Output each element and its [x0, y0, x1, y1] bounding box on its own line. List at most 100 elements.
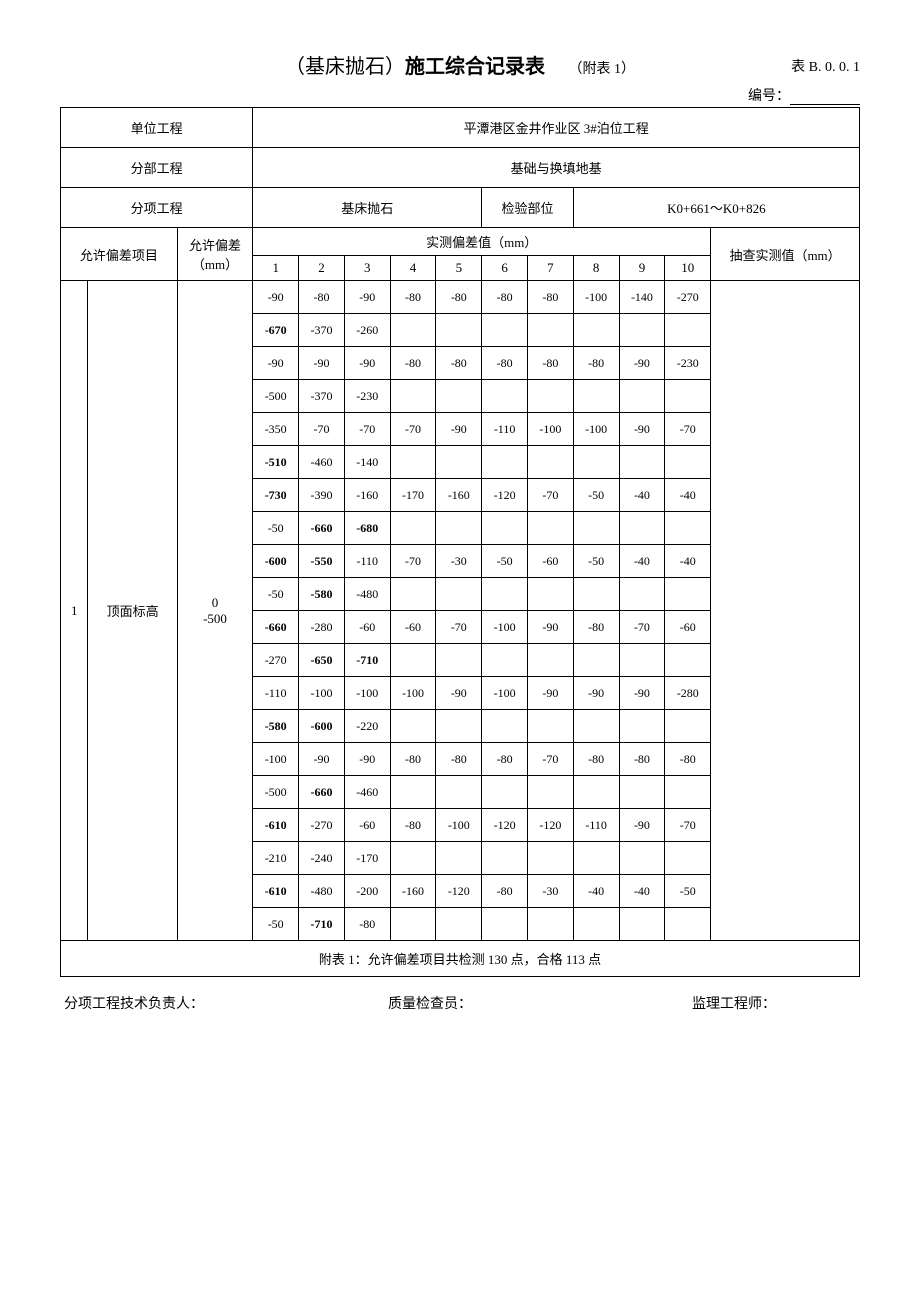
data-cell: -90 [299, 743, 345, 776]
data-cell: -80 [299, 281, 345, 314]
data-cell [527, 578, 573, 611]
data-cell: -90 [299, 347, 345, 380]
data-cell: -80 [436, 743, 482, 776]
data-cell: -350 [253, 413, 299, 446]
data-cell [390, 578, 436, 611]
data-cell [527, 842, 573, 875]
col-num: 2 [299, 256, 345, 281]
record-table: 单位工程 平潭港区金井作业区 3#泊位工程 分部工程 基础与换填地基 分项工程 … [60, 107, 860, 977]
data-cell: -210 [253, 842, 299, 875]
data-cell [573, 842, 619, 875]
title-attach: （附表 1） [569, 62, 636, 77]
data-cell: -170 [344, 842, 390, 875]
data-cell: -70 [436, 611, 482, 644]
data-cell: -50 [573, 479, 619, 512]
data-cell: -40 [573, 875, 619, 908]
data-cell: -80 [482, 347, 528, 380]
col-num: 5 [436, 256, 482, 281]
div-label: 分部工程 [61, 148, 253, 188]
data-cell [436, 776, 482, 809]
data-cell: -80 [482, 875, 528, 908]
data-cell: -120 [436, 875, 482, 908]
div-value: 基础与换填地基 [253, 148, 860, 188]
data-cell [482, 908, 528, 941]
item-name: 顶面标高 [88, 281, 177, 941]
col-num: 10 [665, 256, 711, 281]
data-cell: -140 [344, 446, 390, 479]
data-cell: -80 [390, 281, 436, 314]
col-num: 8 [573, 256, 619, 281]
data-cell: -40 [619, 875, 665, 908]
data-cell [573, 908, 619, 941]
data-cell: -100 [482, 677, 528, 710]
data-cell: -140 [619, 281, 665, 314]
data-cell: -100 [299, 677, 345, 710]
data-cell: -610 [253, 809, 299, 842]
data-cell [665, 314, 711, 347]
tol-value-label: 允许偏差（mm） [177, 228, 253, 281]
data-cell: -100 [344, 677, 390, 710]
data-cell [482, 512, 528, 545]
data-cell: -80 [665, 743, 711, 776]
data-cell: -80 [573, 743, 619, 776]
signature-row: 分项工程技术负责人： 质量检查员： 监理工程师： [60, 993, 860, 1013]
data-cell: -90 [619, 347, 665, 380]
data-cell: -220 [344, 710, 390, 743]
data-cell [390, 842, 436, 875]
data-cell: -40 [619, 545, 665, 578]
data-cell: -480 [299, 875, 345, 908]
data-cell: -120 [482, 809, 528, 842]
data-cell: -60 [390, 611, 436, 644]
data-cell: -80 [527, 347, 573, 380]
data-cell [619, 842, 665, 875]
data-cell [436, 908, 482, 941]
inspect-pos-value: K0+661～K0+826 [573, 188, 859, 228]
data-cell: -680 [344, 512, 390, 545]
data-cell [482, 842, 528, 875]
sig-tech: 分项工程技术负责人： [64, 993, 308, 1013]
data-cell: -80 [436, 281, 482, 314]
measured-label: 实测偏差值（mm） [253, 228, 711, 256]
data-cell: -100 [527, 413, 573, 446]
data-cell [436, 314, 482, 347]
table-code: 表 B. 0. 0. 1 [791, 56, 860, 76]
data-cell [527, 380, 573, 413]
data-cell: -230 [344, 380, 390, 413]
data-cell: -710 [344, 644, 390, 677]
data-cell [619, 380, 665, 413]
col-num: 6 [482, 256, 528, 281]
data-cell [390, 776, 436, 809]
data-cell: -70 [665, 809, 711, 842]
data-cell [665, 776, 711, 809]
item-tolerance: 0-500 [177, 281, 253, 941]
data-cell: -650 [299, 644, 345, 677]
data-cell: -670 [253, 314, 299, 347]
data-cell: -110 [482, 413, 528, 446]
data-cell: -600 [299, 710, 345, 743]
title-paren: （基床抛石） [285, 56, 405, 78]
data-cell [436, 446, 482, 479]
data-cell: -40 [665, 479, 711, 512]
data-cell [573, 710, 619, 743]
data-cell: -100 [390, 677, 436, 710]
data-cell: -460 [344, 776, 390, 809]
data-cell [573, 578, 619, 611]
title-main: 施工综合记录表 [405, 56, 545, 78]
data-cell [482, 446, 528, 479]
data-cell: -90 [253, 281, 299, 314]
data-cell [619, 578, 665, 611]
data-cell: -70 [527, 743, 573, 776]
data-cell [665, 644, 711, 677]
data-cell: -120 [482, 479, 528, 512]
data-cell: -50 [253, 512, 299, 545]
data-cell: -270 [299, 809, 345, 842]
data-cell [482, 776, 528, 809]
data-cell: -110 [253, 677, 299, 710]
data-cell: -40 [665, 545, 711, 578]
data-cell [665, 908, 711, 941]
data-cell: -80 [390, 809, 436, 842]
data-cell: -50 [573, 545, 619, 578]
data-cell [619, 710, 665, 743]
data-cell: -100 [573, 281, 619, 314]
data-cell: -580 [253, 710, 299, 743]
